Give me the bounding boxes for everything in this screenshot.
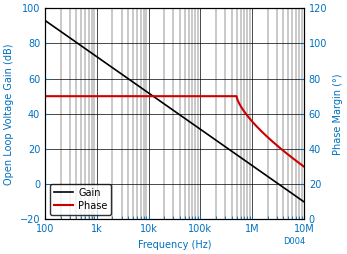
- Line: Phase: Phase: [45, 96, 304, 167]
- Line: Gain: Gain: [45, 21, 304, 202]
- Phase: [43, 95, 47, 98]
- Gain: [183, 117, 187, 120]
- Gain: [166, 105, 170, 108]
- Gain: [43, 19, 47, 22]
- Phase: [69, 95, 74, 98]
- Gain: [302, 200, 306, 203]
- Text: D004: D004: [283, 237, 305, 246]
- Legend: Gain, Phase: Gain, Phase: [50, 184, 111, 215]
- Gain: [255, 168, 259, 171]
- Phase: [249, 119, 254, 122]
- Gain: [197, 127, 201, 130]
- Y-axis label: Phase Margin (°): Phase Margin (°): [333, 73, 343, 154]
- Phase: [302, 165, 306, 168]
- Y-axis label: Open Loop Voltage Gain (dB): Open Loop Voltage Gain (dB): [4, 43, 14, 185]
- X-axis label: Frequency (Hz): Frequency (Hz): [138, 240, 211, 250]
- Gain: [296, 196, 300, 199]
- Phase: [221, 95, 225, 98]
- Phase: [148, 95, 152, 98]
- Phase: [245, 114, 249, 117]
- Gain: [168, 106, 172, 109]
- Phase: [157, 95, 161, 98]
